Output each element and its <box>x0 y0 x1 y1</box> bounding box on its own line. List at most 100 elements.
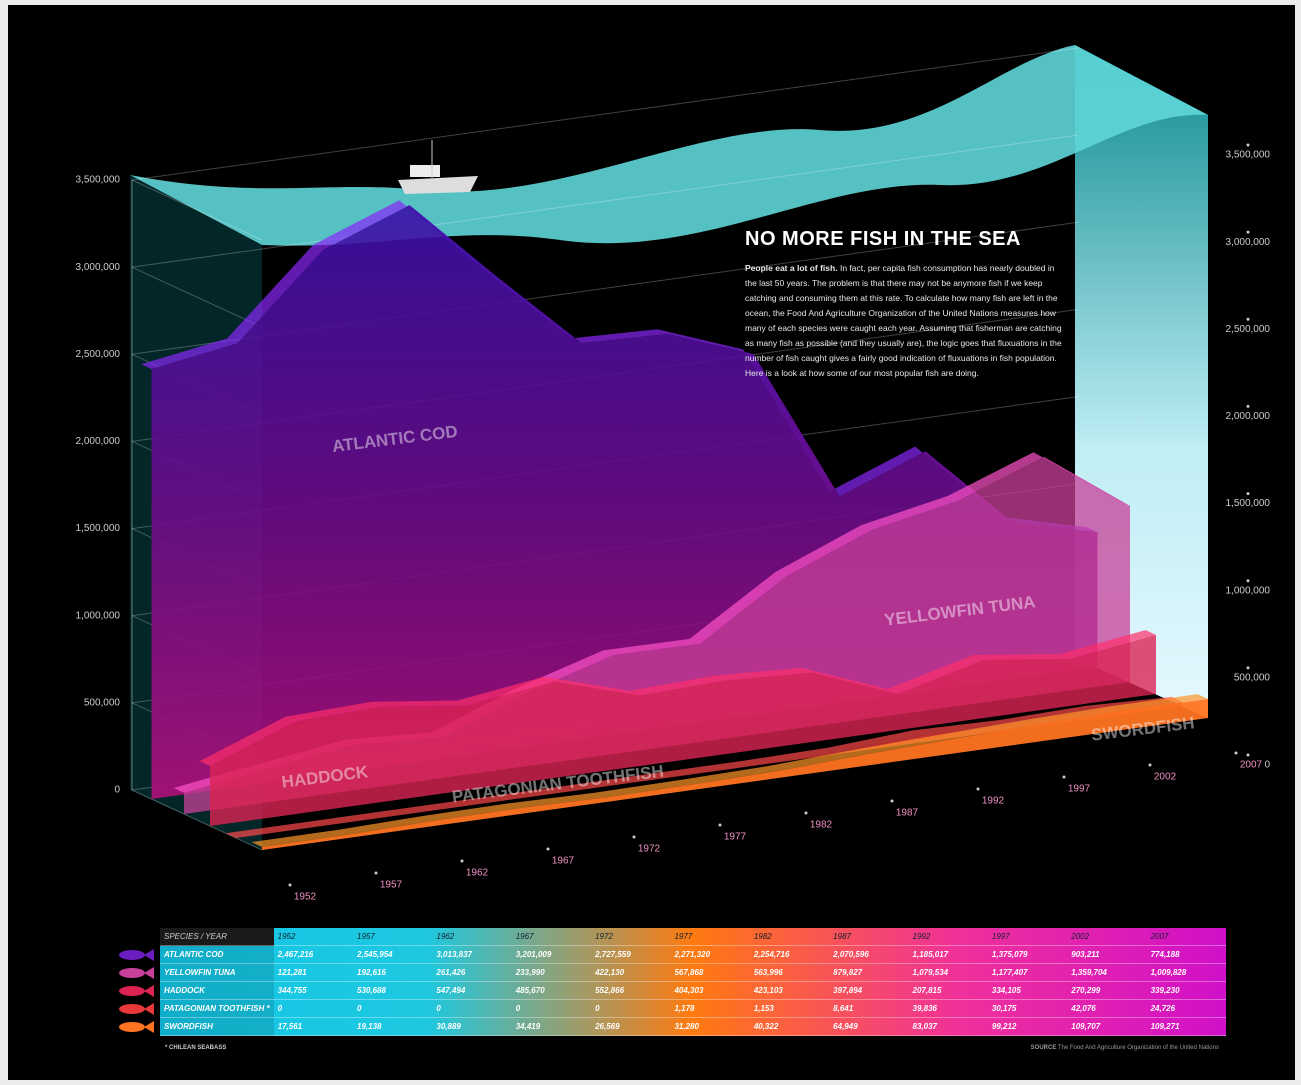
table-header: SPECIES / YEAR <box>160 928 274 946</box>
table-value: 903,211 <box>1067 945 1147 964</box>
table-value: 1,153 <box>749 999 830 1018</box>
table-header-row: SPECIES / YEAR 1952 1957 1962 1967 1972 1977 19… <box>160 928 1226 946</box>
table-value: 2,271,320 <box>670 945 750 964</box>
table-value: 121,281 <box>273 963 354 982</box>
x-tick-mark <box>374 871 378 875</box>
intro-text: People eat a lot of fish. In fact, per c… <box>745 261 1065 381</box>
x-tick-label: 1997 <box>1068 784 1091 795</box>
table-value: 2,727,559 <box>591 945 671 964</box>
table-value: 192,616 <box>353 963 433 982</box>
x-tick-label: 2002 <box>1154 772 1177 783</box>
y-tick-label: 0 <box>114 785 120 796</box>
x-tick-mark <box>1148 763 1152 767</box>
table-year: 1952 <box>273 928 354 946</box>
x-tick-label: 1972 <box>638 844 661 855</box>
table-value: 1,009,828 <box>1146 963 1226 982</box>
table-row: ATLANTIC COD 2,467,216 2,545,954 3,013,837 3… <box>160 945 1226 964</box>
table-value: 1,177,407 <box>987 963 1068 982</box>
table-year: 1967 <box>511 928 592 946</box>
boat <box>398 140 478 194</box>
y-tick-mark <box>1246 753 1250 757</box>
fish-tail <box>144 967 154 979</box>
species-name: YELLOWFIN TUNA <box>164 968 236 977</box>
table-value: 40,322 <box>749 1017 830 1036</box>
table-value: 31,280 <box>670 1017 750 1036</box>
grid-line <box>131 789 263 851</box>
x-tick-label: 1967 <box>552 856 575 867</box>
table-species: PATAGONIAN TOOTHFISH * <box>160 999 274 1018</box>
area-top <box>225 696 1183 838</box>
data-table: SPECIES / YEAR 1952 1957 1962 1967 1972 1977 19… <box>160 928 1226 1036</box>
species-name: HADDOCK <box>164 986 205 995</box>
x-tick-label: 1962 <box>466 868 489 879</box>
table-value: 1,079,534 <box>908 963 988 982</box>
table-year: 1972 <box>591 928 671 946</box>
table-value: 2,545,954 <box>353 945 433 964</box>
x-tick-mark <box>546 847 550 851</box>
x-tick-mark <box>718 823 722 827</box>
table-value: 19,138 <box>353 1017 433 1036</box>
intro-lead: People eat a lot of fish. <box>745 263 838 273</box>
y-tick-mark <box>1246 230 1250 234</box>
table-year: 1982 <box>749 928 830 946</box>
y2-tick-label: 3,500,000 <box>1226 150 1271 161</box>
table-row: SWORDFISH 17,561 19,138 30,889 34,419 26,569 3… <box>160 1017 1226 1036</box>
table-value: 42,076 <box>1067 999 1147 1018</box>
table-year: 1957 <box>353 928 433 946</box>
table-value: 2,254,716 <box>749 945 830 964</box>
fish-icon <box>119 986 145 996</box>
table-row: YELLOWFIN TUNA 121,281 192,616 261,426 233,9… <box>160 963 1226 982</box>
grid-line <box>131 179 263 241</box>
table-year: 1997 <box>987 928 1068 946</box>
table-value: 2,467,216 <box>273 945 354 964</box>
source: SOURCE The Food And Agriculture Organiza… <box>1031 1045 1219 1051</box>
y-tick-label: 3,000,000 <box>76 262 121 273</box>
y-tick-mark <box>1246 579 1250 583</box>
footnote-marker: * <box>266 1004 270 1013</box>
grid-line <box>131 266 263 328</box>
x-tick-mark <box>288 883 292 887</box>
table-year: 1977 <box>670 928 750 946</box>
intro: NO MORE FISH IN THE SEA People eat a lot… <box>745 228 1065 381</box>
table-value: 3,013,837 <box>432 945 512 964</box>
table-value: 397,894 <box>829 981 909 1000</box>
legend-icons <box>119 949 154 1033</box>
x-tick-label: 1992 <box>982 796 1005 807</box>
x-tick-label: 1957 <box>380 880 403 891</box>
x-tick-mark <box>976 787 980 791</box>
x-tick-label: 1977 <box>724 832 747 843</box>
table-value: 8,641 <box>829 999 909 1018</box>
table-value: 422,130 <box>591 963 671 982</box>
table-year: 1992 <box>908 928 988 946</box>
table-value: 109,271 <box>1146 1017 1226 1036</box>
table-value: 39,836 <box>908 999 988 1018</box>
fish-tail <box>144 949 154 961</box>
table-value: 339,230 <box>1146 981 1226 1000</box>
table-row: PATAGONIAN TOOTHFISH * 0 0 0 0 0 1,178 1,153 8,6… <box>160 999 1226 1018</box>
table-value: 0 <box>353 999 433 1018</box>
table-value: 207,815 <box>908 981 988 1000</box>
y2-tick-label: 500,000 <box>1234 672 1271 683</box>
y2-tick-label: 1,500,000 <box>1226 498 1271 509</box>
y-tick-mark <box>1246 317 1250 321</box>
species-name: SWORDFISH <box>164 1022 213 1031</box>
table-value: 83,037 <box>908 1017 988 1036</box>
y-tick-label: 1,500,000 <box>76 523 121 534</box>
grid-line <box>131 134 1079 268</box>
table-value: 1,375,079 <box>987 945 1068 964</box>
table-row: HADDOCK 344,755 530,688 547,494 485,670 552,8… <box>160 981 1226 1000</box>
fish-icon <box>119 968 145 978</box>
table-value: 547,494 <box>432 981 512 1000</box>
table-value: 270,299 <box>1067 981 1147 1000</box>
table-value: 485,670 <box>511 981 592 1000</box>
table-value: 99,212 <box>987 1017 1068 1036</box>
species-name: PATAGONIAN TOOTHFISH <box>164 1004 265 1013</box>
x-tick-mark <box>890 799 894 803</box>
fish-tail <box>144 985 154 997</box>
grid-line <box>131 47 1079 181</box>
table-value: 774,188 <box>1146 945 1226 964</box>
y-tick-label: 1,000,000 <box>76 610 121 621</box>
fish-icon <box>119 1004 145 1014</box>
